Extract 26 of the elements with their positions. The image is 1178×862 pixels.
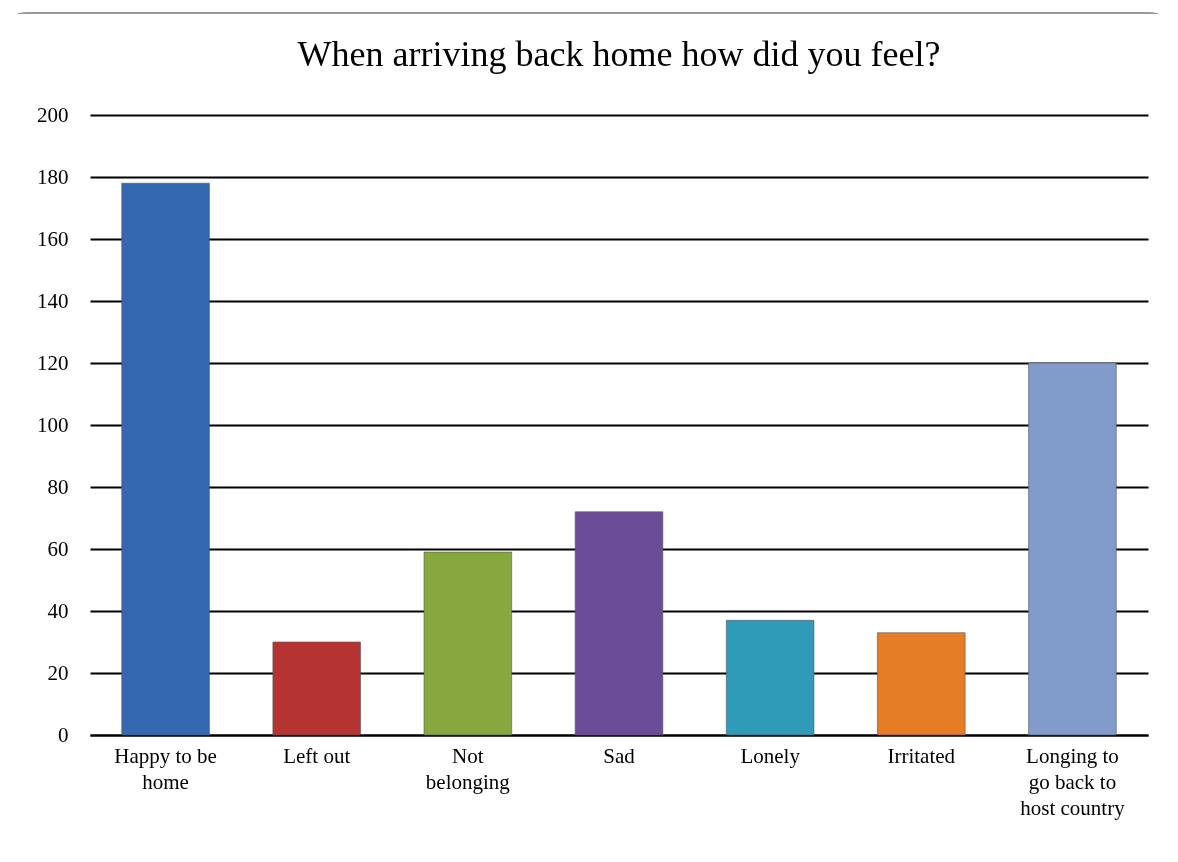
bar: [121, 182, 210, 736]
x-tick-label: Left out: [283, 743, 351, 768]
y-tick-label: 60: [47, 536, 69, 561]
bar: [423, 551, 512, 736]
y-tick-label: 160: [37, 226, 69, 251]
x-tick-label: Longing to go back to host country: [1020, 743, 1126, 820]
bar: [877, 632, 966, 736]
y-tick-label: 80: [47, 474, 69, 499]
bar: [574, 511, 664, 736]
bar: [272, 641, 361, 736]
y-tick-label: 0: [58, 722, 69, 747]
y-tick-label: 20: [47, 660, 69, 685]
bar: [1028, 362, 1117, 736]
x-tick-label: Happy to be home: [114, 743, 217, 794]
x-tick-label: Sad: [603, 743, 636, 768]
x-tick-label: Not belonging: [425, 743, 511, 794]
x-tick-label: Lonely: [740, 743, 801, 768]
x-tick-label: Irritated: [887, 743, 956, 768]
y-tick-label: 140: [37, 288, 69, 313]
y-tick-label: 200: [37, 102, 69, 127]
y-tick-label: 120: [37, 350, 69, 375]
y-tick-label: 100: [37, 412, 69, 437]
y-tick-label: 40: [47, 598, 69, 623]
bar: [726, 620, 815, 736]
chart-title: When arriving back home how did you feel?: [297, 34, 941, 74]
y-tick-label: 180: [37, 164, 69, 189]
